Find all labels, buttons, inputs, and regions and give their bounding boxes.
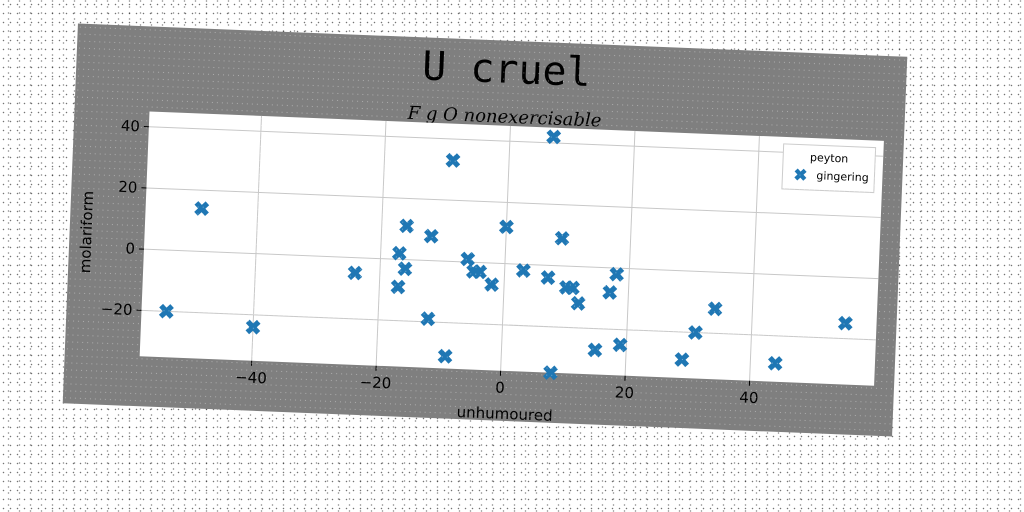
data-point bbox=[390, 279, 406, 295]
data-point bbox=[767, 355, 783, 371]
axis-ticks: −40 −20 0 20 40 −20 0 20 40 bbox=[101, 117, 759, 407]
x-axis-label: unhumoured bbox=[456, 403, 553, 425]
legend-box bbox=[781, 143, 877, 194]
y-grid-line bbox=[148, 126, 884, 157]
data-point bbox=[546, 129, 562, 145]
data-point bbox=[158, 303, 174, 319]
x-grid-line bbox=[375, 120, 387, 366]
data-point bbox=[837, 315, 853, 331]
y-tick-label: 0 bbox=[125, 239, 135, 257]
plot-area bbox=[139, 111, 884, 386]
data-point bbox=[420, 311, 436, 327]
y-tick-label: −20 bbox=[101, 300, 133, 319]
x-grid-line bbox=[624, 130, 636, 376]
data-point bbox=[674, 352, 690, 368]
chart-title: U cruel bbox=[421, 43, 591, 96]
legend-series-label: gingering bbox=[816, 169, 869, 184]
data-point bbox=[542, 365, 558, 381]
data-point bbox=[515, 263, 531, 278]
data-point bbox=[423, 228, 439, 244]
data-point bbox=[540, 270, 556, 286]
y-axis-label: molariform bbox=[76, 190, 97, 273]
scatter-chart: U cruel F g O nonexercisable −40 −20 0 20 40… bbox=[76, 43, 884, 425]
data-point bbox=[391, 245, 407, 261]
data-point bbox=[565, 280, 581, 296]
data-point bbox=[399, 218, 415, 234]
x-tick-label: −40 bbox=[235, 368, 267, 387]
y-grid-line bbox=[143, 248, 879, 280]
legend-marker bbox=[794, 168, 807, 181]
data-point bbox=[194, 201, 210, 217]
x-tick-label: 20 bbox=[615, 383, 635, 402]
x-grid-line bbox=[500, 125, 511, 371]
data-point bbox=[498, 219, 514, 235]
data-point bbox=[460, 251, 476, 267]
data-point bbox=[609, 266, 625, 282]
data-point bbox=[707, 301, 723, 317]
data-points bbox=[158, 129, 853, 381]
y-grid-line bbox=[141, 309, 876, 341]
x-tick-label: −20 bbox=[359, 373, 391, 392]
data-point bbox=[602, 284, 618, 300]
y-tick-label: 40 bbox=[120, 117, 140, 136]
data-point bbox=[397, 261, 413, 277]
data-point bbox=[245, 319, 261, 335]
grid-lines bbox=[141, 115, 884, 381]
data-point bbox=[437, 348, 453, 364]
x-grid-line bbox=[749, 135, 760, 381]
data-point bbox=[472, 264, 488, 280]
figure-card: U cruel F g O nonexercisable −40 −20 0 20 40… bbox=[62, 23, 908, 437]
x-tick-label: 40 bbox=[739, 388, 759, 407]
x-tick-label: 0 bbox=[495, 379, 505, 397]
data-point bbox=[687, 325, 703, 341]
data-point bbox=[570, 295, 586, 311]
data-point bbox=[587, 342, 603, 358]
data-point bbox=[554, 230, 570, 246]
y-tick-label: 20 bbox=[118, 178, 138, 197]
legend-marker-glyph bbox=[794, 168, 807, 181]
x-grid-line bbox=[251, 115, 263, 361]
data-point bbox=[347, 265, 363, 281]
data-point bbox=[612, 337, 628, 353]
legend: peyton gingering bbox=[781, 143, 877, 194]
y-grid-line bbox=[146, 187, 881, 218]
legend-title: peyton bbox=[810, 151, 849, 166]
data-point bbox=[445, 152, 461, 168]
data-point bbox=[484, 277, 500, 293]
